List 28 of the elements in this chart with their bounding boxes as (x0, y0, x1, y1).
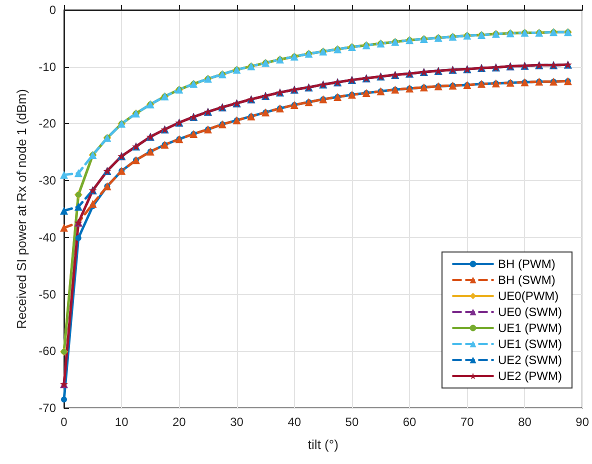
y-tick-label: -70 (38, 401, 56, 415)
y-tick-label: -60 (38, 344, 56, 358)
legend-label: UE1 (PWM) (498, 321, 562, 335)
legend-label: BH (PWM) (498, 257, 556, 271)
legend-label: UE0(PWM) (498, 289, 559, 303)
y-axis-title: Received SI power at Rx of node 1 (dBm) (14, 89, 29, 329)
x-tick-label: 70 (460, 415, 474, 429)
x-tick-label: 10 (114, 415, 129, 429)
legend-label: UE2 (SWM) (498, 353, 562, 367)
x-tick-label: 60 (402, 415, 417, 429)
y-tick-label: -30 (38, 174, 56, 188)
x-tick-label: 90 (576, 415, 590, 429)
legend-label: UE0 (SWM) (498, 305, 562, 319)
x-tick-label: 0 (60, 415, 68, 429)
x-tick-label: 80 (518, 415, 532, 429)
legend-label: UE2 (PWM) (498, 369, 562, 383)
legend-label: BH (SWM) (498, 273, 556, 287)
x-axis-title: tilt (°) (308, 437, 338, 452)
y-tick-label: 0 (49, 3, 56, 17)
x-tick-label: 30 (230, 415, 244, 429)
y-tick-label: -40 (38, 230, 56, 244)
y-tick-label: -50 (38, 287, 56, 302)
x-tick-label: 40 (288, 415, 302, 429)
y-tick-label: -10 (38, 60, 56, 74)
y-tick-label: -20 (38, 116, 56, 131)
legend-label: UE1 (SWM) (498, 337, 562, 351)
x-tick-label: 50 (345, 415, 359, 429)
x-tick-label: 20 (172, 415, 186, 429)
